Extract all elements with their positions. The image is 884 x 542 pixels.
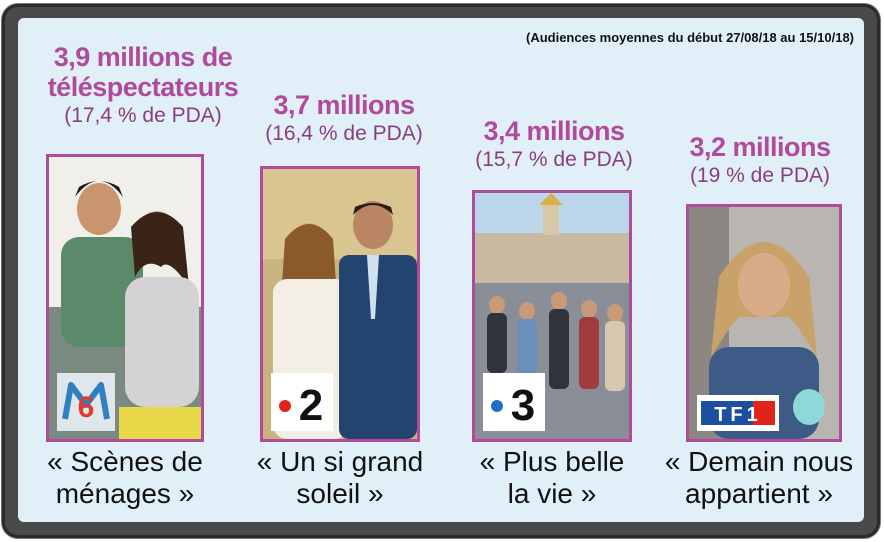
show-2-audience: 3,7 millions: [273, 90, 415, 120]
couple-photo-image: [49, 157, 201, 439]
show-4-audience: 3,2 millions: [689, 132, 831, 162]
show-2-title-line1: « Un si grand: [256, 446, 424, 477]
show-3-audience: 3,4 millions: [483, 116, 625, 146]
show-4-channel-text: TF1: [714, 404, 762, 426]
show-3-channel-logo: 3: [483, 373, 545, 431]
show-2-channel-logo: 2: [271, 373, 333, 431]
show-4-share: (19 % de PDA): [689, 164, 831, 187]
show-1-channel-text: 6: [78, 391, 95, 424]
france3-logo-icon: 3: [491, 381, 535, 428]
france2-logo-icon: 2: [279, 381, 323, 428]
show-3-header: 3,4 millions (15,7 % de PDA): [456, 116, 652, 172]
show-3-title: « Plus belle la vie »: [450, 446, 654, 510]
tv-frame: (Audiences moyennes du début 27/08/18 au…: [2, 4, 880, 538]
drama-couple-photo-image: [263, 169, 417, 439]
show-3-photo: 3: [472, 190, 632, 442]
show-1-share: (17,4 % de PDA): [64, 104, 222, 127]
show-4-title-line1: « Demain nous: [664, 446, 854, 477]
show-1-header: 3,9 millions de téléspectateurs (17,4 % …: [30, 42, 256, 128]
show-1-title-line1: « Scènes de: [47, 446, 203, 477]
city-cast-photo-image: [475, 193, 629, 439]
show-3-share: (15,7 % de PDA): [475, 148, 633, 171]
show-1-title: « Scènes de ménages »: [28, 446, 222, 510]
show-3-title-line1: « Plus belle: [479, 446, 625, 477]
show-2-photo: 2: [260, 166, 420, 442]
show-4-header: 3,2 millions (19 % de PDA): [662, 132, 858, 188]
show-1-audience-line2: téléspectateurs: [47, 72, 239, 102]
tv-screen: (Audiences moyennes du début 27/08/18 au…: [18, 18, 864, 522]
show-2-title: « Un si grand soleil »: [238, 446, 442, 510]
show-1-audience-line1: 3,9 millions de: [53, 42, 233, 72]
show-4-title-line2: appartient »: [685, 478, 833, 509]
date-range-note: (Audiences moyennes du début 27/08/18 au…: [525, 30, 854, 45]
show-2-channel-text: 2: [299, 381, 323, 428]
show-1-title-line2: ménages »: [55, 478, 195, 509]
show-4-title: « Demain nous appartient »: [652, 446, 864, 510]
show-3-title-line2: la vie »: [507, 478, 597, 509]
tf1-logo-icon: TF1: [701, 401, 775, 426]
show-2-title-line2: soleil »: [296, 478, 384, 509]
show-2-header: 3,7 millions (16,4 % de PDA): [246, 90, 442, 146]
show-4-photo: TF1: [686, 204, 842, 442]
show-1-photo: 6: [46, 154, 204, 442]
show-4-channel-logo: TF1: [697, 395, 779, 431]
show-3-channel-text: 3: [511, 381, 535, 428]
show-1-channel-logo: 6: [57, 373, 115, 431]
m6-logo-icon: 6: [62, 382, 110, 424]
show-2-share: (16,4 % de PDA): [265, 122, 423, 145]
